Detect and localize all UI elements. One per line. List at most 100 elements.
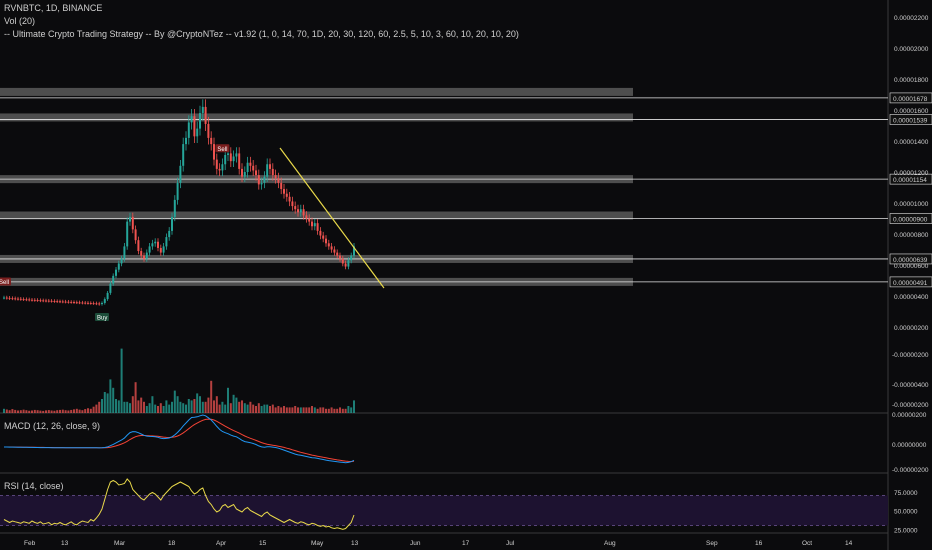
volume-bar [221, 401, 224, 413]
candle-body [84, 302, 87, 304]
candle-body [17, 298, 19, 300]
candle-body [322, 235, 325, 239]
candle-body [285, 193, 288, 197]
volume-bar [207, 397, 210, 413]
volume-bar [294, 406, 297, 413]
candle-body [157, 241, 159, 248]
candle-body [190, 116, 193, 123]
volume-bar [95, 404, 98, 413]
candle-body [103, 299, 106, 303]
candle-body [305, 215, 308, 219]
volume-indicator-title: Vol (20) [4, 16, 36, 26]
candle-body [50, 300, 53, 302]
candle-body [201, 106, 204, 114]
volume-tick-label: -0.00000200 [892, 352, 929, 359]
candle-body [229, 153, 232, 162]
candle-body [297, 209, 299, 213]
volume-bar [210, 380, 213, 413]
price-tick-label: 0.00001800 [894, 77, 929, 84]
volume-tick-label: -0.00000400 [892, 382, 929, 389]
volume-bar [199, 396, 201, 413]
price-tick-label: 0.00001200 [894, 170, 929, 177]
volume-bar [8, 410, 11, 413]
candle-body [176, 182, 179, 200]
candle-body [311, 221, 313, 227]
rsi-tick-label: 50.0000 [894, 509, 918, 516]
candle-body [353, 246, 355, 256]
rsi-pane-title: RSI (14, close) [4, 481, 64, 491]
volume-bar [117, 400, 120, 413]
candle-body [173, 199, 176, 217]
candle-body [218, 168, 221, 171]
candle-body [67, 301, 70, 303]
volume-bar [123, 401, 126, 413]
price-tick-label: 0.00000800 [894, 232, 929, 239]
volume-bar [14, 409, 17, 413]
candle-body [333, 249, 336, 253]
level-label-box [889, 114, 932, 125]
candle-body [109, 283, 112, 293]
support-resistance-band [0, 211, 633, 220]
volume-bar [344, 408, 347, 413]
candle-body [64, 301, 67, 303]
candle-body [129, 216, 131, 222]
volume-bar [305, 407, 308, 413]
volume-bar [59, 409, 61, 413]
candle-body [112, 275, 115, 284]
volume-bar [263, 404, 266, 413]
candle-body [165, 237, 168, 247]
volume-bar [143, 401, 145, 413]
volume-bar [299, 407, 302, 413]
volume-bar [266, 404, 269, 413]
volume-bar [109, 379, 112, 413]
x-tick-label: 13 [351, 540, 359, 547]
x-tick-label: Mar [114, 540, 126, 547]
x-tick-label: 14 [845, 540, 853, 547]
candle-body [5, 297, 8, 299]
volume-bar [274, 407, 277, 413]
x-tick-label: 17 [462, 540, 470, 547]
volume-bar [285, 407, 288, 413]
volume-bar [341, 408, 344, 413]
candle-body [143, 255, 145, 259]
volume-bar [131, 396, 134, 413]
volume-bar [162, 406, 165, 413]
candle-body [266, 164, 269, 177]
buy-signal-label: Buy [97, 315, 107, 321]
candle-body [73, 302, 75, 304]
candle-body [182, 144, 185, 166]
candle-body [291, 201, 294, 207]
level-label: 0.00000639 [893, 257, 928, 264]
price-tick-label: 0.00001600 [894, 108, 929, 115]
volume-bar [120, 348, 123, 413]
volume-bar [213, 400, 215, 413]
candle-body [36, 300, 39, 302]
volume-bar [330, 407, 333, 413]
volume-bar [154, 404, 157, 413]
volume-bar [17, 410, 19, 413]
symbol-title: RVNBTC, 1D, BINANCE [4, 3, 103, 13]
volume-bar [157, 406, 159, 413]
volume-bar [134, 382, 137, 413]
level-label: 0.00001678 [893, 96, 928, 103]
candle-body [280, 182, 283, 190]
candle-body [271, 168, 274, 176]
x-tick-label: Aug [604, 540, 616, 547]
volume-bar [204, 401, 207, 413]
volume-bar [260, 406, 263, 413]
x-tick-label: 15 [259, 540, 267, 547]
x-tick-label: Oct [802, 540, 812, 547]
volume-bar [31, 410, 33, 413]
x-tick-label: 13 [61, 540, 69, 547]
volume-bar [53, 410, 56, 413]
candle-body [95, 303, 98, 305]
price-tick-label: 0.00002200 [894, 15, 929, 22]
candle-body [42, 300, 45, 302]
candle-body [75, 302, 78, 304]
volume-bar [47, 410, 50, 413]
macd-pane-title: MACD (12, 26, close, 9) [4, 421, 101, 431]
volume-bar [227, 387, 229, 413]
x-tick-label: Feb [24, 540, 36, 547]
volume-bar [339, 407, 341, 413]
